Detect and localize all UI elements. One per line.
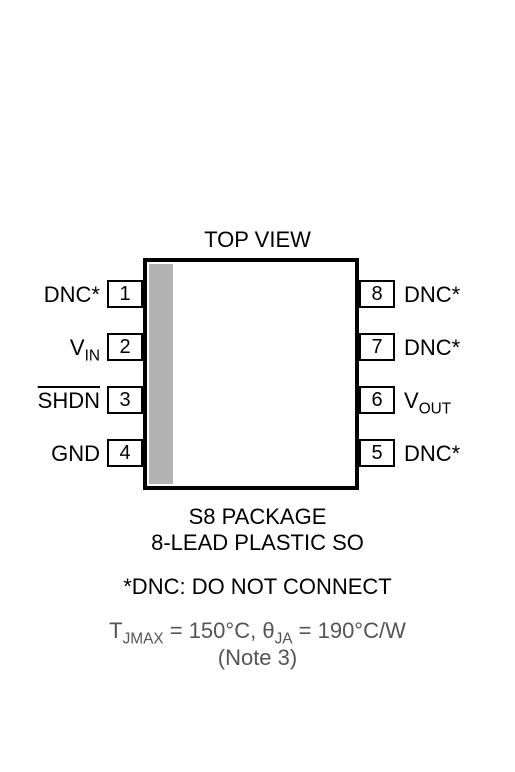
chip-body (143, 258, 359, 490)
pin-1-box: 1 (107, 280, 143, 308)
chip-notch-bar (149, 264, 173, 484)
pin-4-label: GND (22, 441, 100, 467)
pin-8-box: 8 (359, 280, 395, 308)
pin-2-box: 2 (107, 333, 143, 361)
dnc-note: *DNC: DO NOT CONNECT (0, 574, 515, 600)
pin-1-label: DNC* (22, 282, 100, 308)
pin-7-label: DNC* (404, 335, 460, 361)
pin-5-box: 5 (359, 439, 395, 467)
pin-6-box: 6 (359, 386, 395, 414)
top-view-label: TOP VIEW (0, 227, 515, 253)
pin-2-label: VIN (22, 335, 100, 365)
lead-label: 8-LEAD PLASTIC SO (0, 530, 515, 556)
pin-8-label: DNC* (404, 282, 460, 308)
pin-3-label: SHDN (22, 388, 100, 414)
thermal-line2: (Note 3) (0, 645, 515, 671)
pin-3-box: 3 (107, 386, 143, 414)
package-label: S8 PACKAGE (0, 504, 515, 530)
pinout-diagram: TOP VIEW 1 DNC* 2VIN3 SHDN 4 GND 8 DNC* 7 DNC* 6 VO… (0, 0, 515, 772)
pin-7-box: 7 (359, 333, 395, 361)
thermal-line1: TJMAX = 150°C, θJA = 190°C/W (0, 618, 515, 648)
pin-4-box: 4 (107, 439, 143, 467)
pin-5-label: DNC* (404, 441, 460, 467)
pin-6-label: VOUT (404, 388, 451, 418)
